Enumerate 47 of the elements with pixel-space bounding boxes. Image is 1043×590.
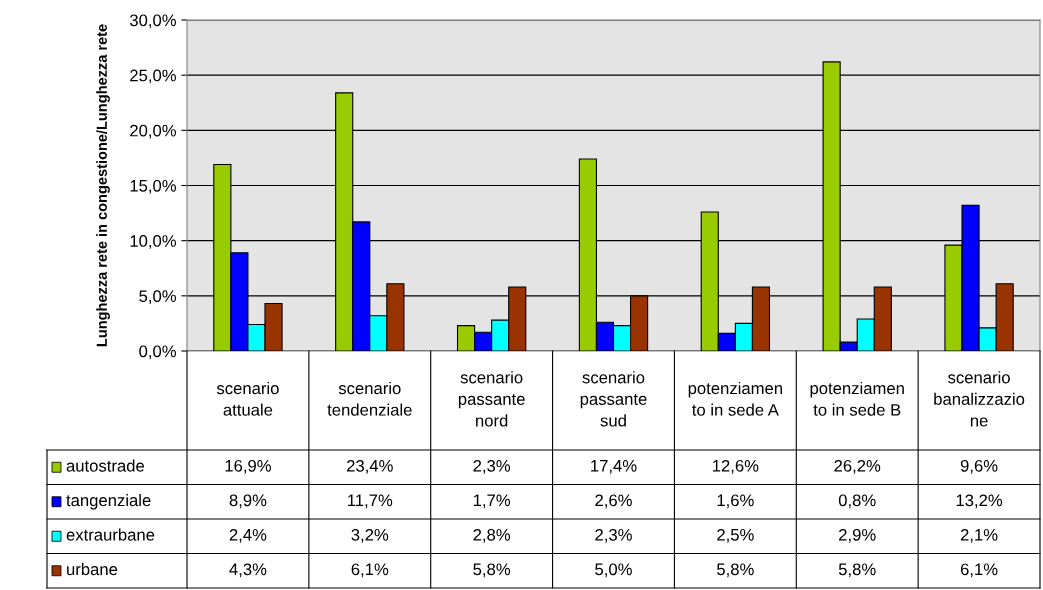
data-label: 3,2% <box>351 528 389 543</box>
y-tick-label: 30,0% <box>129 14 176 29</box>
data-label: 2,6% <box>595 494 632 509</box>
data-label: 6,1% <box>351 563 389 578</box>
data-label: 2,1% <box>960 528 998 543</box>
data-label: 5,8% <box>838 563 876 578</box>
data-label: 6,1% <box>960 563 998 578</box>
data-label: 5,0% <box>595 563 632 578</box>
x-tick-label: scenario passante nord <box>458 371 525 427</box>
data-label: 2,5% <box>717 528 754 543</box>
data-label: 1,7% <box>473 494 511 509</box>
x-tick-label: potenziamen to in sede A <box>688 381 782 416</box>
x-tick-label: scenario banalizzazio ne <box>934 371 1025 427</box>
data-label: 8,9% <box>229 494 267 509</box>
data-label: 17,4% <box>591 459 637 474</box>
data-label: 5,8% <box>717 563 754 578</box>
data-label: 9,6% <box>960 459 998 474</box>
data-label: 0,8% <box>838 494 876 509</box>
data-label: 2,9% <box>839 528 876 543</box>
data-label: 1,6% <box>717 494 754 509</box>
data-label: 16,9% <box>225 459 271 474</box>
y-tick-label: 25,0% <box>130 69 176 84</box>
data-label: 11,7% <box>348 494 393 509</box>
x-tick-label: potenziamen to in sede B <box>810 381 904 416</box>
legend-label: autostrade <box>66 459 145 472</box>
legend-label: extraurbane <box>66 528 155 541</box>
y-tick-label: 15,0% <box>130 179 176 194</box>
y-tick-label: 5,0% <box>139 290 176 305</box>
data-label: 4,3% <box>229 563 267 578</box>
legend-label: urbane <box>67 562 118 576</box>
x-tick-label: scenario passante sud <box>580 371 647 427</box>
data-label: 13,2% <box>956 494 1003 509</box>
legend-label: tangenziale <box>66 493 151 510</box>
data-label: 2,4% <box>229 528 267 543</box>
y-axis-title: Lunghezza rete in congestione/Lunghezza rete <box>96 24 110 347</box>
data-label: 5,8% <box>473 563 511 578</box>
y-tick-label: 10,0% <box>130 235 176 249</box>
y-tick-label: 0,0% <box>139 345 176 360</box>
data-label: 2,3% <box>473 459 511 474</box>
data-label: 23,4% <box>347 459 393 474</box>
data-label: 2,3% <box>595 528 632 543</box>
y-tick-label: 20,0% <box>130 124 176 139</box>
x-tick-label: scenario attuale <box>216 381 279 416</box>
x-tick-label: scenario tendenziale <box>327 381 412 416</box>
data-label: 2,8% <box>473 528 511 543</box>
data-label: 26,2% <box>834 459 881 474</box>
data-label: 12,6% <box>713 459 759 474</box>
